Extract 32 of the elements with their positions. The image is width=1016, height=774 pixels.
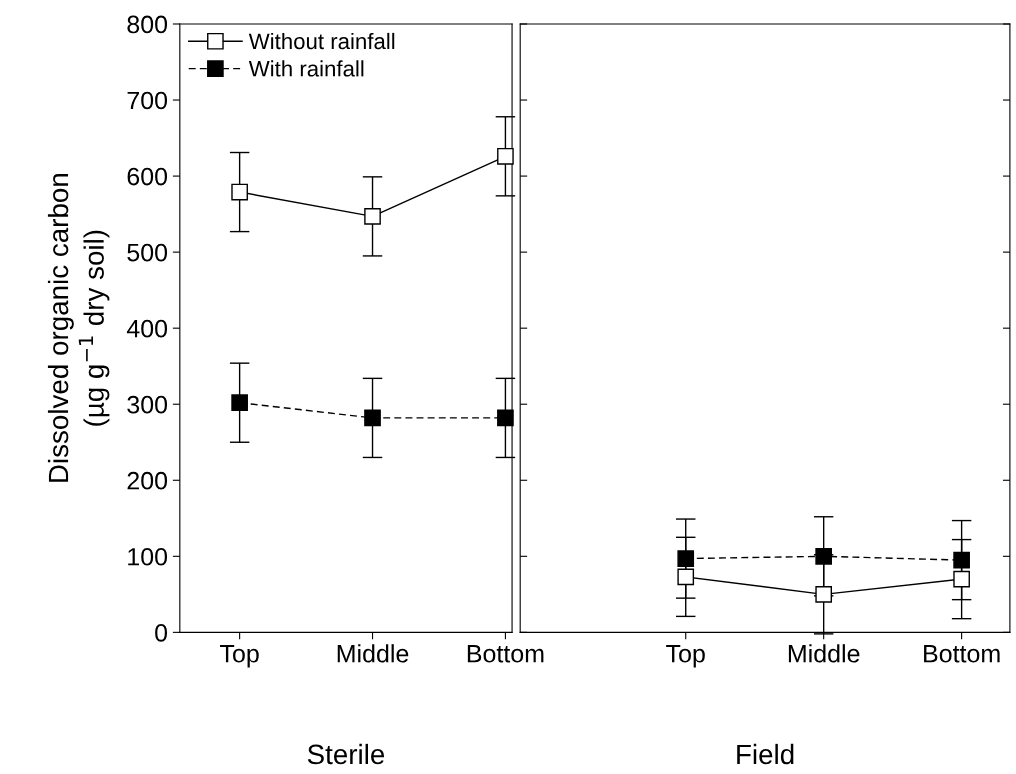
- x-tick-label: Middle: [788, 644, 860, 663]
- x-tick-label: Top: [220, 645, 259, 668]
- point: [677, 568, 695, 586]
- point: [953, 551, 970, 569]
- legend-label: Without rainfall: [248, 32, 395, 50]
- x-axis-title: Field: [737, 743, 794, 765]
- point: [364, 208, 381, 225]
- point: [815, 547, 833, 565]
- x-tick-label: Bottom: [924, 645, 1000, 663]
- point: [231, 394, 248, 412]
- point: [815, 586, 833, 603]
- y-tick-label: 800: [127, 15, 168, 34]
- point: [953, 570, 970, 588]
- x-tick-label: Top: [666, 645, 705, 668]
- point: [364, 409, 381, 427]
- x-axis-title: Sterile: [307, 743, 385, 765]
- y-tick-label: 0: [155, 623, 168, 642]
- x-tick-label: Bottom: [467, 645, 544, 663]
- y-axis-title: Dissolved organic carbon (µg g$^{−1}$ dry soil): [47, 174, 110, 482]
- x-tick-label: Middle: [337, 644, 409, 663]
- point: [497, 147, 514, 165]
- point: [231, 183, 248, 201]
- y-tick-label: 200: [127, 471, 168, 490]
- y-tick-label: 300: [127, 395, 168, 414]
- y-tick-label: 500: [127, 243, 168, 262]
- point: [677, 550, 695, 567]
- y-tick-label: 400: [126, 319, 168, 338]
- legend-label: With rainfall: [248, 60, 364, 77]
- y-tick-label: 700: [127, 91, 168, 110]
- point: [497, 409, 514, 427]
- y-tick-label: 600: [127, 167, 168, 186]
- y-tick-label: 100: [128, 547, 168, 566]
